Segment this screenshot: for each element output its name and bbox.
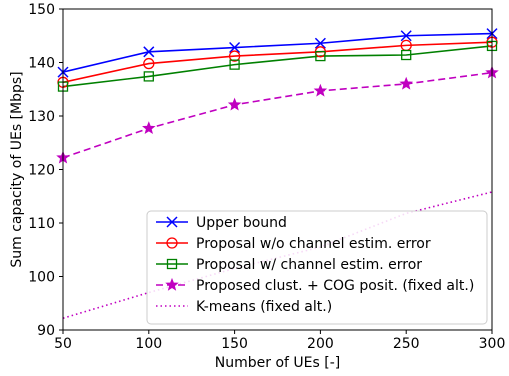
legend-marker-1 [166,216,178,228]
legend-marker-3 [166,258,178,270]
legend-entry-3: Proposal w/ channel estim. error [156,257,422,273]
data-point-s2-2 [143,57,155,70]
tick-layer: 50 100 150 200 250 300 90 100 110 120 130 140 150 [28,2,505,352]
series-line-1 [63,32,492,73]
legend-entry-5: K-means (fixed alt.) [156,299,332,315]
series-line-3 [63,45,492,88]
legend-entries: Upper bound Proposal w/o channel estim. e… [156,215,474,315]
x-tick-label-3: 150 [221,336,248,352]
data-point-s2-3 [228,50,241,62]
x-tick-label-1: 50 [54,336,72,352]
data-point-s4-3 [227,97,242,111]
x-axis-label: Number of UEs [-] [215,355,340,371]
y-tick-label-2: 100 [28,270,55,286]
legend-label-2: Proposal w/o channel estim. error [196,236,431,252]
x-tick-label-2: 100 [135,336,162,352]
data-point-s4-2 [142,121,156,135]
data-point-s4-5 [399,76,413,90]
legend-entry-2: Proposal w/o channel estim. error [156,236,431,252]
data-point-s3-5 [401,49,412,61]
data-point-s3-2 [143,71,154,82]
legend-marker-2 [166,237,178,249]
y-tick-label-3: 110 [28,216,55,232]
data-point-s1-5 [400,30,412,42]
legend-entry-1: Upper bound [156,215,287,231]
y-tick-label-1: 90 [37,323,55,339]
x-tick-label-6: 300 [479,336,506,352]
data-point-s1-4 [314,37,326,49]
series-line-2 [63,41,492,84]
legend-label-4: Proposed clust. + COG posit. (fixed alt.… [196,278,474,294]
y-tick-label-6: 140 [28,56,55,72]
data-point-s3-3 [229,59,240,70]
marker-layer [56,28,499,164]
y-tick-label-5: 130 [28,109,55,125]
x-tick-label-5: 250 [393,336,420,352]
data-point-s1-2 [143,46,155,58]
y-tick-label-7: 150 [28,2,55,18]
legend-label-1: Upper bound [196,215,287,231]
x-tick-label-4: 200 [307,336,334,352]
series-line-4 [63,71,492,159]
data-point-s3-4 [315,50,326,62]
series-layer [63,32,492,319]
y-tick-label-4: 120 [28,163,55,179]
legend: Upper bound Proposal w/o channel estim. e… [146,210,488,325]
y-axis-label: Sum capacity of UEs [Mbps] [9,71,25,267]
data-point-s1-3 [229,41,241,54]
data-point-s4-4 [313,83,328,97]
legend-label-5: K-means (fixed alt.) [196,299,332,315]
series-line-5 [63,191,492,319]
legend-marker-4 [165,277,179,291]
legend-box [146,210,488,325]
legend-label-3: Proposal w/ channel estim. error [196,257,422,273]
legend-entry-4: Proposed clust. + COG posit. (fixed alt.… [156,277,474,294]
